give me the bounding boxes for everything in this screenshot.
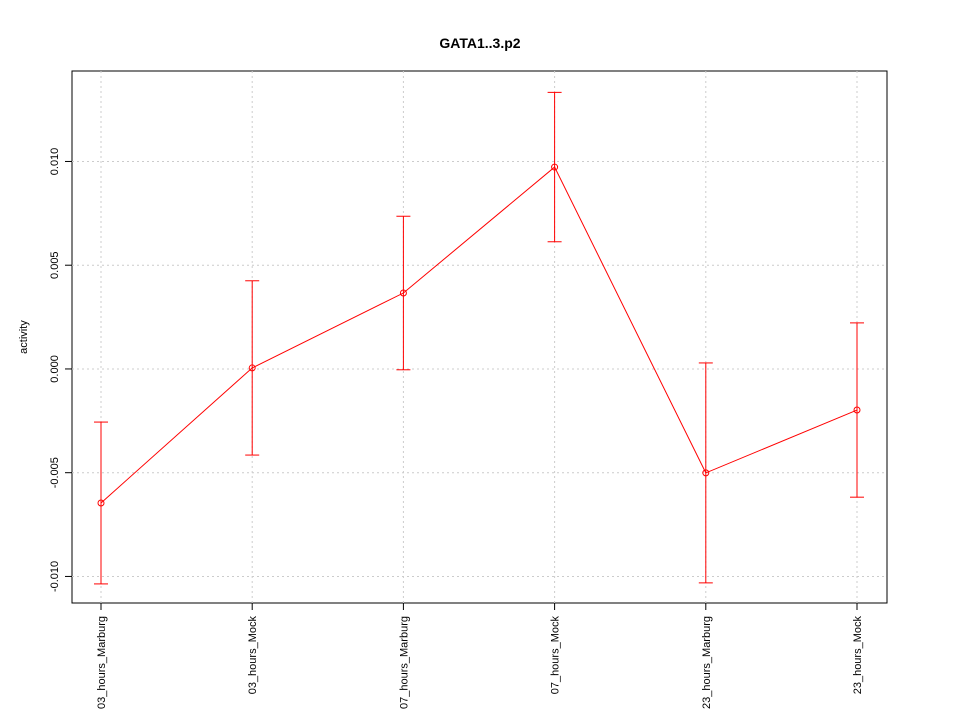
y-tick-label: 0.010 [49,148,61,176]
error-bar [547,91,562,243]
x-tick-label: 03_hours_Mock [247,616,259,695]
data-point [399,289,407,297]
data-point [702,469,710,477]
data-point [853,406,861,414]
error-bar [94,421,108,585]
x-tick-label: 23_hours_Marburg [701,616,713,709]
y-axis-label: activity [18,320,30,354]
data-point [97,499,105,507]
error-bar [850,322,864,498]
y-tick-label: 0.000 [49,355,61,383]
chart-title: GATA1..3.p2 [439,35,520,51]
x-tick-label: 23_hours_Mock [852,616,864,695]
error-bar [245,280,260,456]
data-point [551,163,559,171]
data-point [248,364,256,372]
x-tick-label: 07_hours_Marburg [398,616,410,709]
y-tick-label: -0.010 [49,561,61,592]
error-bar [698,362,713,584]
plot-frame [71,70,888,604]
x-tick-label: 03_hours_Marburg [96,616,108,709]
x-tick-label: 07_hours_Mock [550,616,562,695]
y-tick-label: -0.005 [49,457,61,488]
error-bar [396,215,411,371]
y-tick-label: 0.005 [49,251,61,279]
data-line [100,166,858,504]
